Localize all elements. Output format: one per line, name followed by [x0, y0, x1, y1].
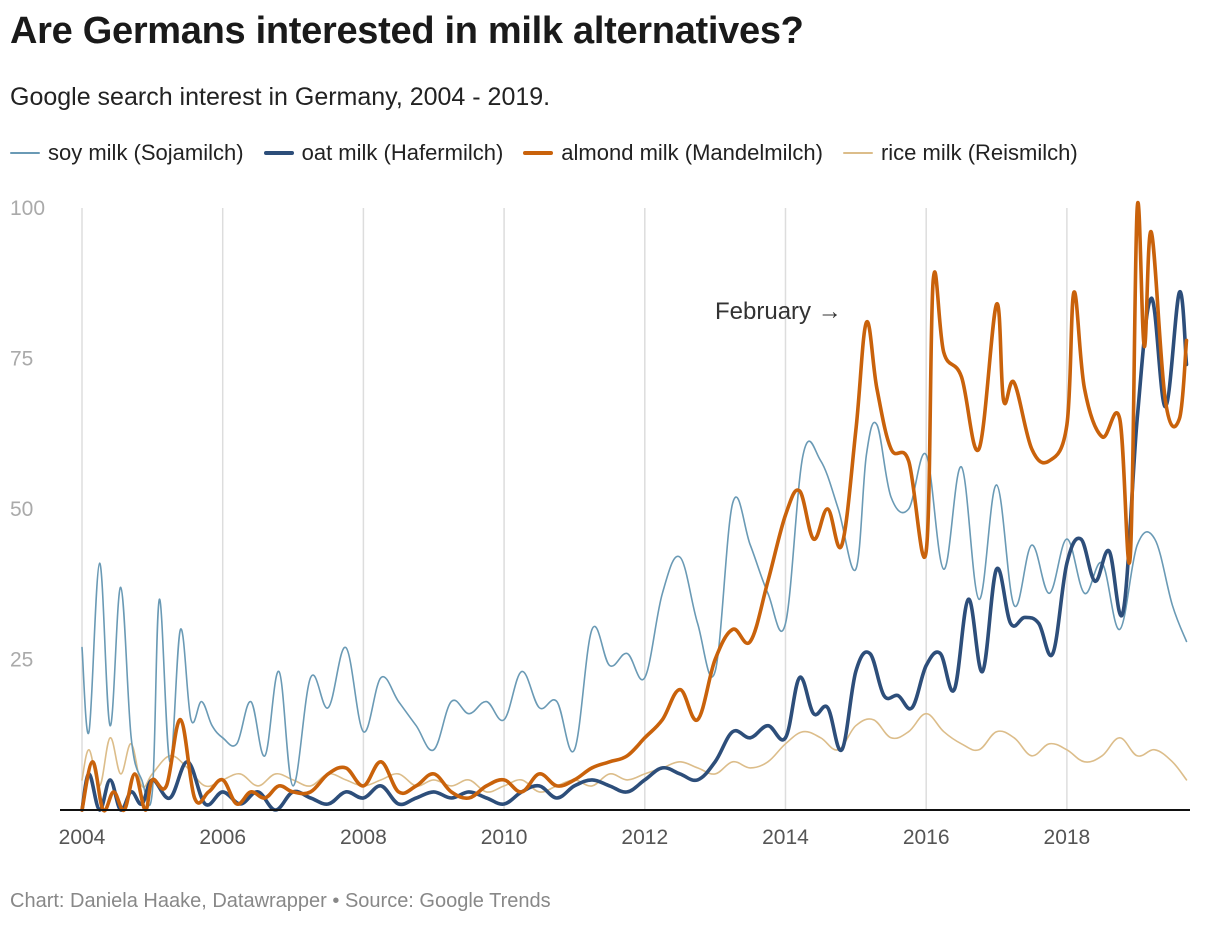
legend-item: almond milk (Mandelmilch) — [523, 140, 823, 166]
x-tick-label: 2004 — [59, 826, 106, 849]
x-tick-label: 2014 — [762, 826, 809, 849]
chart-subtitle: Google search interest in Germany, 2004 … — [10, 83, 551, 111]
legend-item: oat milk (Hafermilch) — [263, 140, 504, 166]
legend-label: almond milk (Mandelmilch) — [561, 140, 823, 165]
series-line — [81, 421, 1188, 807]
x-tick-label: 2016 — [903, 826, 950, 849]
legend-swatch — [842, 152, 873, 154]
legend-swatch — [10, 152, 40, 154]
y-tick-label: 75 — [10, 348, 33, 371]
legend-item: rice milk (Reismilch) — [842, 140, 1078, 166]
grid-lines — [81, 208, 1068, 810]
y-tick-label: 25 — [10, 649, 33, 672]
legend-label: oat milk (Hafermilch) — [301, 140, 504, 165]
february-annotation: February → — [715, 298, 842, 325]
legend-swatch — [263, 151, 294, 155]
chart-footer: Chart: Daniela Haake, Datawrapper • Sour… — [10, 890, 551, 912]
legend-label: soy milk (Sojamilch) — [48, 140, 244, 165]
y-tick-label: 100 — [10, 197, 45, 220]
y-axis-ticks: 25 50 75 100 — [10, 197, 45, 672]
x-tick-label: 2008 — [340, 826, 387, 849]
x-axis-ticks: 2004 2006 2008 2010 2012 2014 2016 2018 — [59, 826, 1091, 849]
y-tick-label: 50 — [10, 498, 33, 521]
series-line — [80, 201, 1189, 813]
x-tick-label: 2012 — [621, 826, 668, 849]
legend-item: soy milk (Sojamilch) — [10, 140, 244, 166]
x-tick-label: 2006 — [199, 826, 246, 849]
series-line — [80, 290, 1189, 812]
chart-title: Are Germans interested in milk alternati… — [10, 10, 804, 52]
series-lines — [80, 201, 1189, 813]
x-tick-label: 2010 — [481, 826, 528, 849]
series-line — [81, 712, 1188, 793]
legend-swatch — [523, 151, 554, 155]
legend-label: rice milk (Reismilch) — [880, 140, 1078, 165]
chart-legend: soy milk (Sojamilch) oat milk (Hafermilch… — [10, 140, 1098, 166]
x-tick-label: 2018 — [1044, 826, 1091, 849]
